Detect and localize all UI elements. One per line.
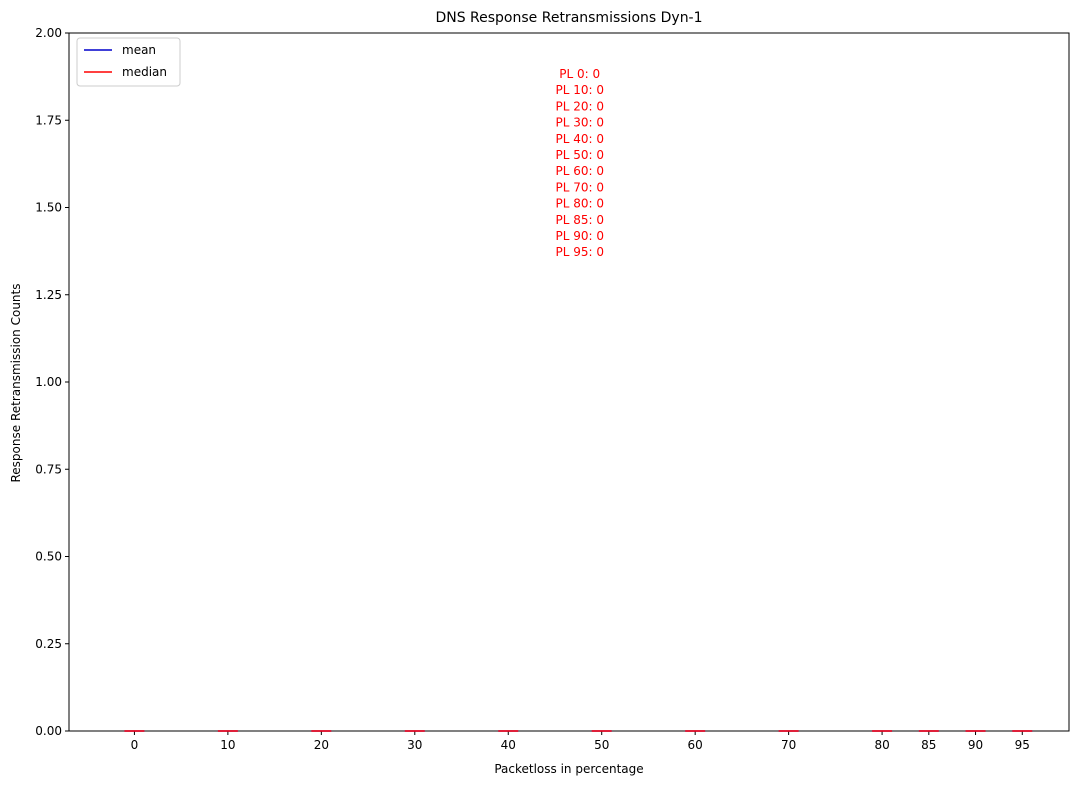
y-tick-label: 1.25 (35, 288, 62, 302)
annotation-line: PL 10: 0 (555, 83, 604, 97)
x-tick-label: 50 (594, 738, 609, 752)
annotation-line: PL 0: 0 (559, 67, 600, 81)
annotation-line: PL 80: 0 (555, 197, 604, 211)
y-axis: 0.00 0.25 0.50 0.75 1.00 1.25 1.50 1.75 2.00 (35, 26, 69, 738)
x-tick-label: 90 (968, 738, 983, 752)
y-tick-label: 1.50 (35, 201, 62, 215)
x-tick-label: 20 (314, 738, 329, 752)
y-axis-label: Response Retransmission Counts (9, 284, 23, 483)
annotation-line: PL 85: 0 (555, 213, 604, 227)
legend: mean median (76, 37, 181, 87)
legend-label-mean: mean (122, 43, 156, 57)
x-tick-label: 30 (407, 738, 422, 752)
x-tick-label: 95 (1015, 738, 1030, 752)
annotation-line: PL 20: 0 (555, 99, 604, 113)
x-tick-label: 85 (921, 738, 936, 752)
annotation-line: PL 70: 0 (555, 180, 604, 194)
y-tick-label: 1.75 (35, 113, 62, 127)
y-tick-label: 2.00 (35, 26, 62, 40)
y-tick-label: 0.25 (35, 637, 62, 651)
x-axis-label: Packetloss in percentage (494, 762, 643, 776)
annotation-line: PL 60: 0 (555, 164, 604, 178)
annotation-line: PL 90: 0 (555, 229, 604, 243)
y-tick-label: 0.00 (35, 724, 62, 738)
x-tick-label: 40 (501, 738, 516, 752)
y-tick-label: 0.75 (35, 462, 62, 476)
x-tick-label: 70 (781, 738, 796, 752)
x-axis: 0 10 20 30 40 50 60 70 80 85 90 95 (131, 731, 1030, 752)
annotation-line: PL 30: 0 (555, 116, 604, 130)
x-tick-label: 60 (688, 738, 703, 752)
chart-title: DNS Response Retransmissions Dyn-1 (435, 10, 702, 26)
annotation: PL 0: 0 PL 10: 0 PL 20: 0 PL 30: 0 PL 40: 0 P… (555, 67, 604, 259)
annotation-line: PL 95: 0 (555, 245, 604, 259)
legend-label-median: median (122, 65, 167, 79)
annotation-line: PL 40: 0 (555, 132, 604, 146)
annotation-line: PL 50: 0 (555, 148, 604, 162)
x-tick-label: 80 (874, 738, 889, 752)
y-tick-label: 1.00 (35, 375, 62, 389)
y-tick-label: 0.50 (35, 550, 62, 564)
x-tick-label: 10 (220, 738, 235, 752)
x-tick-label: 0 (131, 738, 139, 752)
